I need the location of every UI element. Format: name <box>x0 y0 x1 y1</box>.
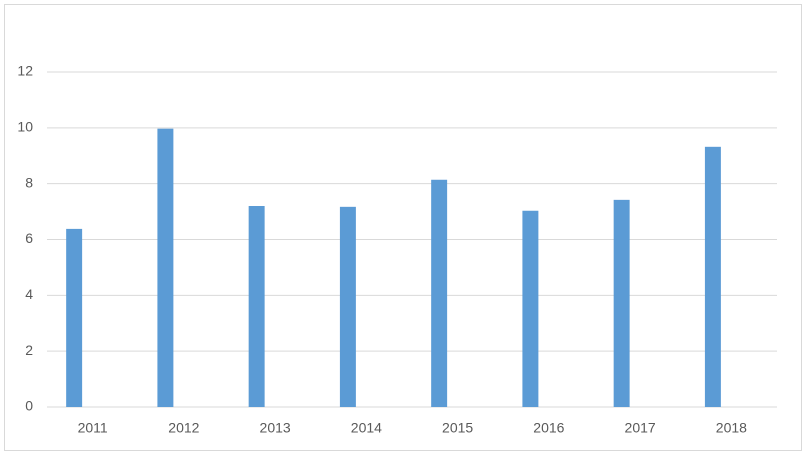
x-tick-label: 2017 <box>625 420 656 436</box>
y-tick-label: 0 <box>25 398 33 414</box>
bar <box>157 128 174 407</box>
bar <box>248 206 265 407</box>
x-tick-label: 2016 <box>533 420 564 436</box>
bar <box>66 228 83 407</box>
y-tick-label: 2 <box>25 342 33 358</box>
y-tick-label: 4 <box>25 286 33 302</box>
y-tick-label: 8 <box>25 174 33 190</box>
bar <box>704 146 721 408</box>
bar <box>522 210 539 407</box>
bar <box>339 206 356 407</box>
bar <box>431 179 448 407</box>
chart-border <box>4 4 802 451</box>
x-tick-label: 2014 <box>351 420 382 436</box>
y-tick-label: 12 <box>17 63 33 79</box>
x-tick-label: 2012 <box>168 420 199 436</box>
x-tick-label: 2011 <box>78 420 108 436</box>
bar <box>613 199 630 407</box>
y-tick-label: 6 <box>25 230 33 246</box>
x-tick-label: 2018 <box>716 420 747 436</box>
x-tick-label: 2015 <box>442 420 473 436</box>
y-tick-label: 10 <box>17 119 33 135</box>
x-tick-label: 2013 <box>260 420 291 436</box>
